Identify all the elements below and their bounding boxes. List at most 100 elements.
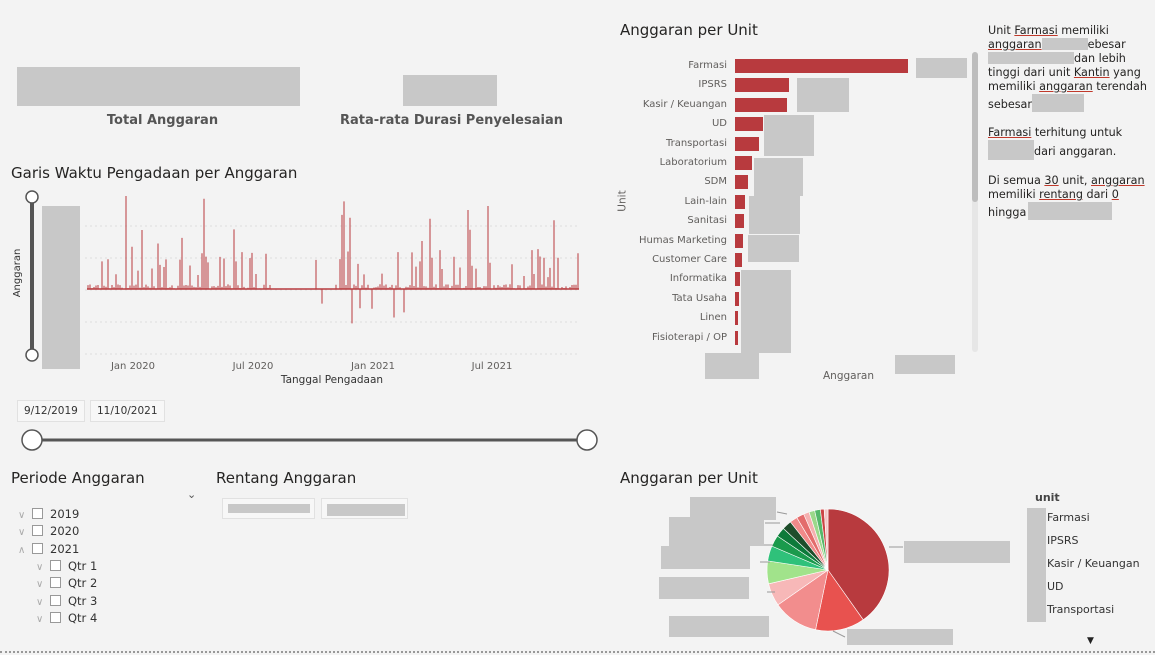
bar-value-label [748, 235, 799, 262]
checkbox[interactable] [32, 542, 43, 554]
bar-ud[interactable] [735, 117, 763, 132]
bar-kasir-keuangan[interactable] [735, 97, 787, 112]
legend-item[interactable]: IPSRS [1047, 534, 1079, 547]
date-range-slider[interactable] [15, 425, 605, 455]
bar-unit-label: Lain-lain [684, 195, 727, 207]
bar-value-label [797, 78, 849, 112]
date-slider-start-handle[interactable] [21, 429, 43, 451]
durasi-label: Rata-rata Durasi Penyelesaian [340, 113, 563, 128]
chevron-up-icon[interactable]: ∧ [18, 544, 26, 556]
rentang-max-input[interactable] [321, 498, 408, 519]
rentang-title: Rentang Anggaran [216, 469, 357, 487]
checkbox[interactable] [50, 611, 61, 623]
legend-item[interactable]: UD [1047, 580, 1064, 593]
bar-laboratorium[interactable] [735, 156, 753, 170]
bar-unit-label: SDM [704, 176, 727, 188]
end-date-input[interactable]: 11/10/2021 [90, 400, 165, 422]
timeline-chart[interactable]: Anggaran Jan 2020 Jul 2020 Jan 2021 Jul … [0, 185, 600, 390]
checkbox[interactable] [50, 594, 61, 606]
bar-fisioterapi-op[interactable] [735, 330, 738, 345]
rentang-min-input[interactable] [222, 498, 315, 519]
periode-item[interactable]: ∨ 2020 [18, 523, 79, 539]
bar-unit-label: Laboratorium [659, 157, 727, 168]
bar-unit-label: Sanitasi [687, 215, 727, 227]
bar-x-label: Anggaran [823, 370, 875, 382]
bar-unit-label: Informatika [669, 273, 727, 285]
timeline-series [87, 195, 579, 324]
zoom-slider-bottom-handle[interactable] [25, 348, 39, 362]
bar-sdm[interactable] [735, 175, 748, 190]
zoom-slider-top-handle[interactable] [25, 190, 39, 204]
chevron-down-icon[interactable]: ∨ [36, 579, 44, 591]
x-tick: Jan 2021 [350, 361, 395, 372]
durasi-value [403, 75, 497, 106]
pie-label [661, 546, 750, 569]
bar-chart-title: Anggaran per Unit [620, 21, 758, 39]
bar-value-label [754, 158, 803, 196]
timeline-y-label: Anggaran [12, 249, 23, 298]
legend-item[interactable]: Kasir / Keuangan [1047, 557, 1140, 570]
checkbox[interactable] [32, 508, 43, 519]
pie-label [690, 497, 776, 520]
chevron-down-icon[interactable]: ∨ [18, 510, 26, 521]
bar-chart-scrollbar[interactable] [972, 52, 978, 352]
bar-x-axis-max [895, 355, 955, 374]
x-tick: Jan 2020 [110, 361, 155, 372]
periode-title: Periode Anggaran [11, 469, 145, 487]
chevron-down-icon[interactable]: ∨ [36, 596, 44, 608]
bar-sanitasi[interactable] [735, 214, 744, 229]
chevron-down-icon[interactable]: ∨ [36, 561, 44, 573]
date-slider-end-handle[interactable] [576, 429, 598, 451]
periode-item-label: Qtr 4 [68, 610, 98, 625]
legend-item[interactable]: Transportasi [1047, 603, 1115, 616]
periode-item[interactable]: ∨ Qtr 2 [36, 575, 97, 591]
bar-ipsrs[interactable] [735, 78, 789, 93]
bar-humas-marketing[interactable] [735, 233, 743, 248]
bar-unit-label: Customer Care [652, 254, 727, 265]
bar-informatika[interactable] [735, 272, 741, 287]
x-tick: Jul 2021 [471, 361, 513, 372]
periode-item[interactable]: ∨ Qtr 1 [36, 558, 97, 574]
legend-scroll-down-icon[interactable]: ▼ [1087, 636, 1094, 646]
bar-unit-label: IPSRS [698, 79, 727, 91]
bar-transportasi[interactable] [735, 136, 760, 151]
bar-value-label [749, 196, 800, 234]
checkbox[interactable] [50, 577, 61, 589]
bar-unit-label: Transportasi [665, 137, 727, 149]
bar-value-label [741, 270, 791, 353]
timeline-y-axis-redacted [42, 206, 80, 369]
periode-item[interactable]: ∨ 2019 [18, 506, 79, 522]
start-date-input[interactable]: 9/12/2019 [17, 400, 85, 422]
bar-unit-label: Farmasi [688, 60, 727, 71]
bar-tata-usaha[interactable] [735, 291, 740, 306]
timeline-title: Garis Waktu Pengadaan per Anggaran [11, 164, 298, 182]
bar-unit-label: UD [711, 118, 727, 130]
pie-slice[interactable] [827, 508, 890, 621]
pie-slice[interactable] [823, 508, 829, 571]
periode-item-label: Qtr 2 [68, 576, 98, 591]
periode-item[interactable]: ∨ Qtr 4 [36, 610, 97, 626]
chevron-down-icon[interactable]: ∨ [36, 613, 44, 625]
bar-lain-lain[interactable] [735, 194, 746, 209]
periode-item[interactable]: ∧ 2021 [18, 541, 79, 557]
chevron-down-icon[interactable]: ∨ [18, 527, 26, 539]
periode-item-label: 2019 [50, 507, 80, 521]
bar-unit-label: Fisioterapi / OP [652, 331, 727, 343]
pie-chart[interactable] [655, 490, 1025, 650]
bar-value-label [764, 115, 814, 156]
bar-farmasi[interactable] [735, 59, 908, 73]
checkbox[interactable] [32, 525, 43, 537]
pie-label [659, 577, 749, 599]
total-anggaran-value [17, 67, 300, 106]
periode-item-label: 2020 [50, 524, 80, 539]
periode-dropdown-chevron[interactable]: ⌄ [187, 488, 197, 501]
x-tick: Jul 2020 [232, 361, 274, 372]
bar-linen[interactable] [735, 311, 739, 326]
periode-item[interactable]: ∨ Qtr 3 [36, 593, 97, 609]
checkbox[interactable] [50, 559, 61, 571]
pie-label [847, 629, 953, 645]
bar-customer-care[interactable] [735, 253, 742, 267]
periode-item-label: 2021 [50, 541, 80, 556]
legend-item[interactable]: Farmasi [1047, 511, 1090, 524]
pie-label [669, 517, 764, 546]
